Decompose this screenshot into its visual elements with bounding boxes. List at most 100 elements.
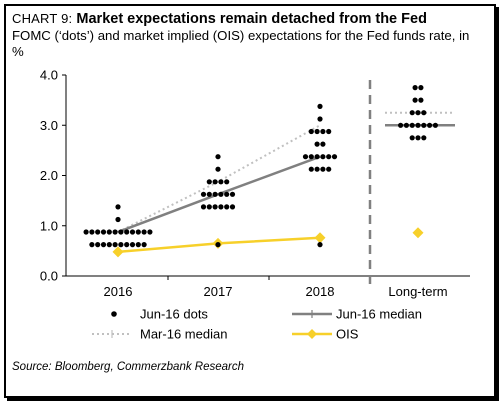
dot-point [141,229,147,235]
dot-point [100,229,107,235]
dot-point [409,135,415,141]
dot-point [320,154,326,160]
dot-point [118,242,124,248]
dot-point [308,166,314,172]
dot-point [421,135,427,141]
dot-point [215,154,221,160]
dot-point [135,229,141,235]
chart-source: Source: Bloomberg, Commerzbank Research [12,361,245,373]
dot-point [302,154,309,160]
dot-point [141,242,147,248]
legend-ois-diamond [307,329,317,339]
x-tick-label-2017: 2017 [204,284,233,299]
y-tick-label: 2.0 [40,168,58,183]
dot-point [331,154,338,160]
legend-label: OIS [336,327,359,342]
dot-point [124,242,130,248]
dot-point [95,229,101,235]
dot-point [229,204,236,210]
dot-point [206,204,212,210]
ois-marker [314,232,326,244]
chart-title: Chart 9: Market expectations remain deta… [12,10,427,28]
dot-point [418,85,424,91]
dot-point [218,179,224,185]
y-tick-label: 1.0 [40,218,58,233]
dot-point [212,179,218,185]
dot-point [212,191,218,197]
dot-point [326,128,332,135]
dot-point [112,242,118,248]
dot-point [215,242,221,248]
dot-point [100,242,107,248]
dot-point [200,191,207,197]
chart-number: Chart 9: [12,11,73,26]
mar16-median-line [117,124,321,233]
dot-point [432,122,438,128]
dot-point [83,229,89,235]
dot-point [308,154,314,160]
dot-point [317,242,323,248]
dot-point [95,242,101,248]
dot-point [229,191,236,197]
dot-point [206,191,212,197]
dot-point [206,179,212,185]
dot-point [115,216,121,223]
dot-point [89,242,95,248]
dot-point [421,122,427,128]
dot-point [89,229,95,235]
dot-point [412,85,418,91]
dot-point [415,110,421,116]
dot-point [427,122,433,128]
legend-label: Jun-16 dots [140,307,208,322]
dot-point [147,229,153,235]
dot-point [124,229,130,235]
jun16-median-line [117,155,321,234]
dot-point [317,116,323,122]
dot-point [412,97,418,103]
y-tick-label: 0.0 [40,269,58,284]
dot-point [317,103,323,109]
chart-frame: Chart 9: Market expectations remain deta… [4,4,496,398]
dot-point [115,204,121,210]
chart-headline: Market expectations remain detached from… [76,11,427,27]
y-tick-label: 3.0 [40,118,58,133]
x-tick-label-2016: 2016 [104,284,133,299]
dot-point [403,122,409,128]
dot-point [224,191,230,197]
dot-point [320,166,326,172]
dot-point [106,229,112,235]
x-tick-label-2018: 2018 [306,284,335,299]
dot-point [200,204,207,210]
dot-point [129,242,136,248]
dot-point [112,229,118,235]
dot-point [212,204,218,210]
dot-point [398,122,404,128]
dot-point [218,191,224,197]
dot-point [135,242,141,248]
dot-point [320,128,326,135]
dot-point [129,229,136,235]
ois-marker [412,227,424,239]
dot-point [224,204,230,210]
dot-point [409,122,415,128]
dot-point [215,166,221,172]
dot-point [314,141,320,147]
dot-point [106,242,112,248]
legend-dot-swatch [111,311,117,317]
dot-point [314,154,320,160]
y-tick-label: 4.0 [40,68,58,83]
dot-point [421,110,427,116]
dot-point [415,122,421,128]
legend-label: Mar-16 median [140,327,227,342]
dot-point [320,141,326,147]
dot-point [224,179,230,185]
dot-point [308,128,314,135]
dot-point [118,229,124,235]
dot-point [326,166,332,172]
ois-marker [112,246,124,258]
dot-point [418,97,424,103]
x-tick-label-long-term: Long-term [388,284,447,299]
dot-point [326,154,332,160]
dot-point [314,128,320,135]
